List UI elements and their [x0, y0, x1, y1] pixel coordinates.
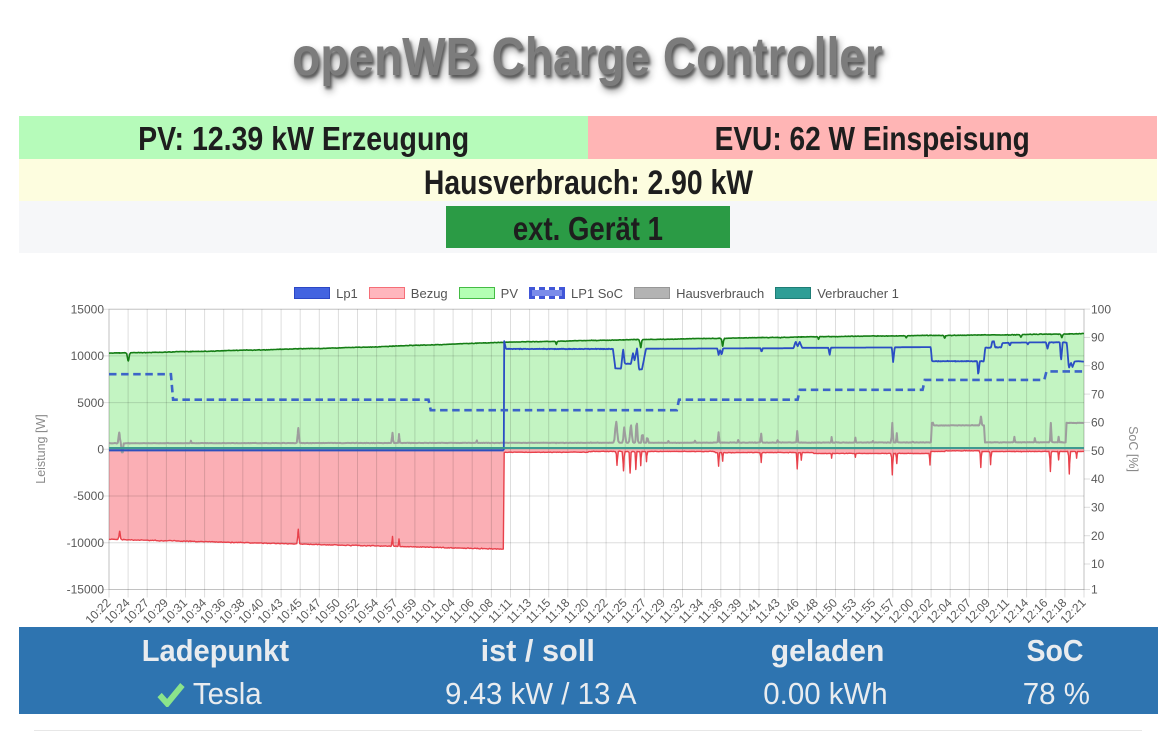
svg-text:80: 80	[1091, 359, 1105, 373]
svg-text:10: 10	[1091, 557, 1105, 571]
svg-text:50: 50	[1091, 444, 1105, 458]
svg-text:90: 90	[1091, 331, 1105, 345]
svg-text:15000: 15000	[71, 302, 105, 316]
svg-text:Leistung [W]: Leistung [W]	[34, 414, 48, 483]
svg-text:70: 70	[1091, 387, 1105, 401]
svg-text:30: 30	[1091, 501, 1105, 515]
svg-text:1: 1	[1091, 583, 1098, 597]
svg-text:0: 0	[97, 443, 104, 457]
svg-text:SoC [%]: SoC [%]	[1126, 426, 1140, 472]
svg-text:-5000: -5000	[73, 489, 104, 503]
svg-text:20: 20	[1091, 529, 1105, 543]
svg-text:10000: 10000	[71, 349, 105, 363]
svg-text:100: 100	[1091, 302, 1111, 316]
svg-text:60: 60	[1091, 416, 1105, 430]
svg-text:40: 40	[1091, 472, 1105, 486]
svg-text:-15000: -15000	[67, 583, 105, 597]
svg-text:5000: 5000	[77, 396, 104, 410]
svg-text:-10000: -10000	[67, 536, 105, 550]
